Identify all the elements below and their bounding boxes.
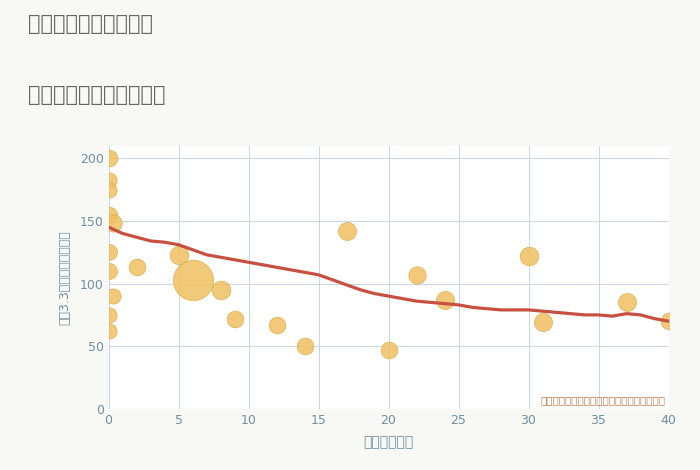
Point xyxy=(103,186,114,193)
Point xyxy=(439,296,450,304)
Point xyxy=(341,227,352,235)
Point xyxy=(103,249,114,256)
Point xyxy=(131,264,142,271)
X-axis label: 築年数（年）: 築年数（年） xyxy=(363,435,414,449)
Point xyxy=(103,267,114,275)
Text: 円の大きさは、取引のあった物件面積を示す: 円の大きさは、取引のあった物件面積を示す xyxy=(540,395,666,405)
Point xyxy=(383,346,394,354)
Point xyxy=(187,276,198,283)
Point xyxy=(103,176,114,183)
Point xyxy=(411,271,422,279)
Point xyxy=(523,252,534,260)
Point xyxy=(537,319,548,326)
Point xyxy=(103,155,114,162)
Point xyxy=(215,286,226,294)
Point xyxy=(173,251,184,258)
Point xyxy=(663,317,674,325)
Point xyxy=(271,321,282,329)
Point xyxy=(103,211,114,219)
Point xyxy=(107,292,118,300)
Point xyxy=(621,298,632,306)
Point xyxy=(103,328,114,335)
Point xyxy=(299,343,310,350)
Point xyxy=(229,315,240,322)
Text: 築年数別中古戸建て価格: 築年数別中古戸建て価格 xyxy=(28,85,165,105)
Y-axis label: 坪（3.3㎡）単価（万円）: 坪（3.3㎡）単価（万円） xyxy=(58,230,71,325)
Point xyxy=(103,311,114,319)
Text: 兵庫県西宮市国見台の: 兵庫県西宮市国見台の xyxy=(28,14,153,34)
Point xyxy=(107,219,118,227)
